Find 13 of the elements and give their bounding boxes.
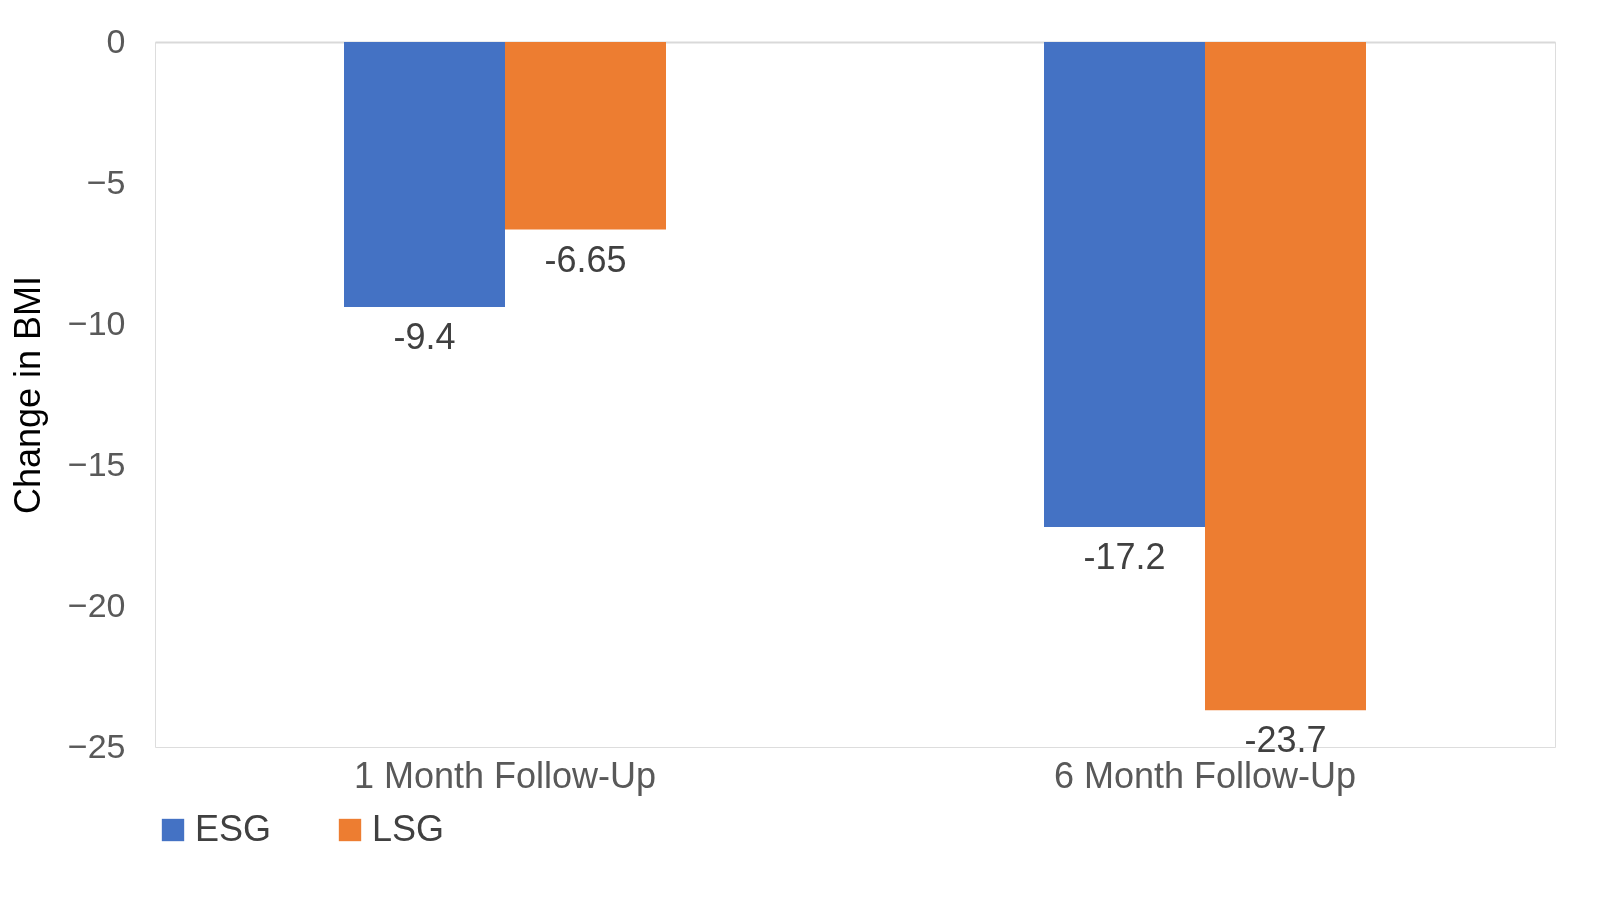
y-tick-label: −25 <box>67 726 126 765</box>
x-tick-label: 1 Month Follow-Up <box>353 754 657 796</box>
y-tick-label: −15 <box>67 444 126 483</box>
y-tick-label: −10 <box>67 303 126 342</box>
legend-label: ESG <box>195 808 272 849</box>
data-label: -6.65 <box>544 238 627 280</box>
data-label: -9.4 <box>393 316 456 358</box>
y-tick-label: 0 <box>106 21 126 60</box>
legend-label: LSG <box>372 808 445 849</box>
data-label: -17.2 <box>1083 536 1166 578</box>
y-axis-title: Change in BMI <box>6 275 48 515</box>
y-tick-label: −20 <box>67 585 126 624</box>
y-tick-label: −5 <box>86 162 126 201</box>
